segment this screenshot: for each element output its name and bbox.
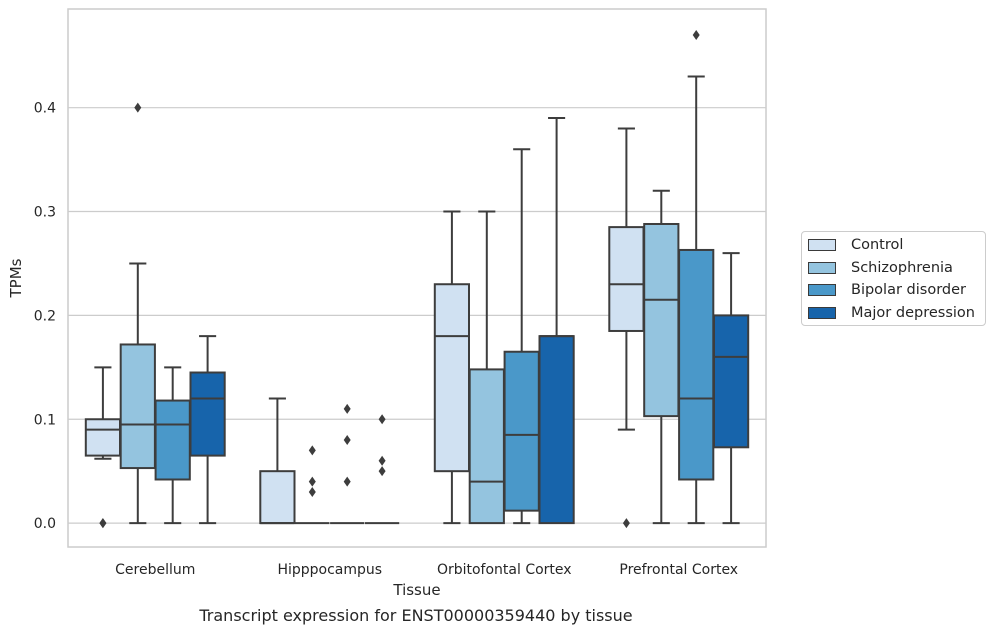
box-body — [189, 371, 226, 457]
outlier-point — [692, 29, 700, 40]
y-tick-label: 0.1 — [34, 412, 56, 428]
legend-swatch — [808, 306, 836, 319]
x-tick-label: Hipppocampus — [277, 562, 382, 578]
y-tick-label: 0.0 — [34, 516, 56, 532]
outlier-point — [343, 476, 351, 487]
legend-entry: Major depression — [808, 303, 975, 323]
box-2-2 — [503, 148, 540, 525]
box-2-3 — [538, 117, 575, 525]
box-0-0 — [84, 366, 122, 529]
box-3-2 — [678, 29, 715, 525]
box-body — [678, 248, 715, 481]
legend: Control Schizophrenia Bipolar disorder Majo… — [801, 231, 986, 326]
box-body — [503, 350, 540, 512]
outlier-point — [343, 435, 351, 446]
legend-swatch — [808, 239, 836, 251]
box-body — [643, 222, 680, 418]
x-tick-label: Orbitofontal Cortex — [437, 562, 572, 578]
y-tick-label: 0.4 — [34, 101, 56, 117]
box-0-3 — [189, 335, 226, 525]
box-1-0 — [259, 397, 296, 525]
legend-swatch — [808, 261, 836, 274]
box-series-layer — [84, 29, 750, 529]
outlier-point — [134, 102, 142, 113]
outlier-point — [308, 445, 316, 456]
outlier-point — [308, 486, 316, 497]
x-tick-label: Prefrontal Cortex — [619, 562, 738, 578]
box-body — [84, 418, 122, 457]
legend-label: Control — [851, 237, 904, 253]
legend-entry: Bipolar disorder — [808, 280, 966, 300]
outlier-point — [99, 518, 107, 529]
box-1-2 — [330, 403, 365, 525]
y-axis-title: TPMs — [7, 258, 25, 298]
box-body — [259, 470, 296, 525]
y-tick-labels: 0.0 0.1 0.2 0.3 0.4 — [34, 101, 56, 532]
box-3-1 — [643, 189, 680, 525]
outlier-point — [343, 403, 351, 414]
box-1-1 — [295, 445, 330, 525]
outlier-point — [378, 455, 386, 466]
box-body — [712, 314, 750, 449]
box-body — [433, 283, 471, 473]
legend-label: Major depression — [851, 304, 975, 321]
y-tick-label: 0.2 — [34, 308, 56, 324]
chart-caption: Transcript expression for ENST0000035944… — [199, 606, 633, 625]
legend-entry: Schizophrenia — [808, 258, 953, 278]
box-1-3 — [364, 414, 400, 525]
outlier-point — [308, 476, 316, 487]
plot-frame — [67, 8, 767, 548]
box-body — [538, 335, 575, 525]
box-body — [608, 226, 645, 332]
box-0-2 — [154, 366, 191, 525]
box-2-1 — [468, 210, 505, 525]
box-body — [154, 399, 191, 481]
legend-swatch — [808, 284, 836, 296]
x-tick-labels: Cerebellum Hipppocampus Orbitofontal Corte… — [115, 562, 738, 578]
outlier-point — [378, 466, 386, 477]
box-2-0 — [433, 210, 471, 525]
x-tick-label: Cerebellum — [115, 562, 195, 578]
box-body — [119, 343, 156, 470]
legend-label: Schizophrenia — [851, 259, 953, 276]
box-body — [468, 368, 505, 525]
outlier-point — [622, 518, 630, 529]
legend-label: Bipolar disorder — [851, 282, 966, 298]
y-tick-label: 0.3 — [34, 205, 56, 221]
outlier-point — [378, 414, 386, 425]
legend-entry: Control — [808, 235, 903, 255]
x-axis-title: Tissue — [392, 581, 440, 599]
box-3-3 — [712, 252, 750, 525]
box-0-1 — [119, 102, 156, 525]
